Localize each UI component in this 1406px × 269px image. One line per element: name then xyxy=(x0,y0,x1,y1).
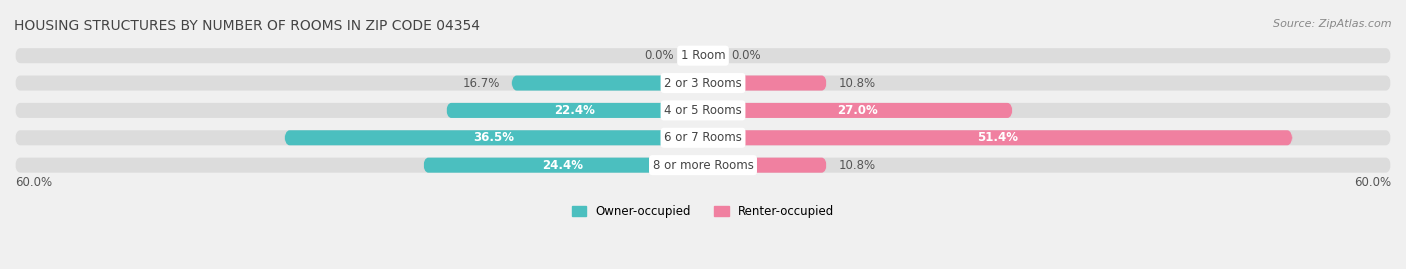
FancyBboxPatch shape xyxy=(446,103,703,118)
Text: Source: ZipAtlas.com: Source: ZipAtlas.com xyxy=(1274,19,1392,29)
Text: 60.0%: 60.0% xyxy=(15,176,52,189)
Text: 10.8%: 10.8% xyxy=(838,77,876,90)
Text: 10.8%: 10.8% xyxy=(838,159,876,172)
Text: 2 or 3 Rooms: 2 or 3 Rooms xyxy=(664,77,742,90)
Legend: Owner-occupied, Renter-occupied: Owner-occupied, Renter-occupied xyxy=(567,200,839,223)
Text: 36.5%: 36.5% xyxy=(474,131,515,144)
FancyBboxPatch shape xyxy=(423,158,703,173)
FancyBboxPatch shape xyxy=(15,48,1391,63)
FancyBboxPatch shape xyxy=(15,76,1391,91)
Text: 0.0%: 0.0% xyxy=(731,49,761,62)
Text: 16.7%: 16.7% xyxy=(463,77,501,90)
Text: 24.4%: 24.4% xyxy=(543,159,583,172)
FancyBboxPatch shape xyxy=(284,130,703,145)
Text: 4 or 5 Rooms: 4 or 5 Rooms xyxy=(664,104,742,117)
Text: 6 or 7 Rooms: 6 or 7 Rooms xyxy=(664,131,742,144)
FancyBboxPatch shape xyxy=(15,130,1391,145)
FancyBboxPatch shape xyxy=(703,103,1012,118)
Text: 0.0%: 0.0% xyxy=(645,49,675,62)
Text: 27.0%: 27.0% xyxy=(838,104,879,117)
Text: 8 or more Rooms: 8 or more Rooms xyxy=(652,159,754,172)
FancyBboxPatch shape xyxy=(703,130,1292,145)
FancyBboxPatch shape xyxy=(703,158,827,173)
Text: 1 Room: 1 Room xyxy=(681,49,725,62)
FancyBboxPatch shape xyxy=(512,76,703,91)
FancyBboxPatch shape xyxy=(15,158,1391,173)
Text: 22.4%: 22.4% xyxy=(554,104,595,117)
FancyBboxPatch shape xyxy=(15,103,1391,118)
FancyBboxPatch shape xyxy=(703,76,827,91)
Text: 51.4%: 51.4% xyxy=(977,131,1018,144)
Text: HOUSING STRUCTURES BY NUMBER OF ROOMS IN ZIP CODE 04354: HOUSING STRUCTURES BY NUMBER OF ROOMS IN… xyxy=(14,19,479,33)
Text: 60.0%: 60.0% xyxy=(1354,176,1391,189)
